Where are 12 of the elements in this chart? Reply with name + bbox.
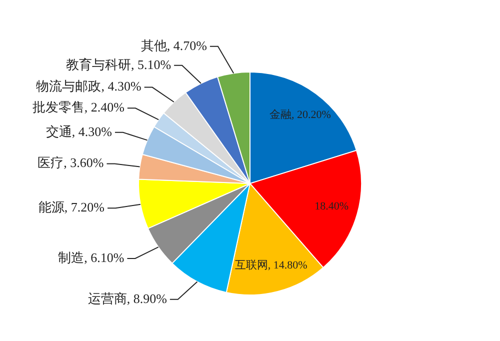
slice-label: 制造, 6.10%: [58, 250, 124, 265]
data-label: 18.40%: [314, 200, 348, 213]
slice-label: 物流与邮政, 4.30%: [36, 78, 142, 94]
slice-label: 互联网, 14.80%: [234, 259, 308, 272]
slice-label: 交通, 4.30%: [46, 124, 112, 139]
slice-label: 其他, 4.70%: [140, 38, 208, 53]
slice-label: 医疗, 3.60%: [38, 155, 104, 170]
slice-label: 运营商, 8.90%: [88, 290, 168, 306]
slice-label: 教育与科研, 5.10%: [66, 56, 172, 72]
slice-label: 能源, 7.20%: [38, 200, 105, 215]
slice-label: 金融, 20.20%: [270, 109, 331, 122]
slice-label: 批发零售, 2.40%: [32, 100, 125, 115]
